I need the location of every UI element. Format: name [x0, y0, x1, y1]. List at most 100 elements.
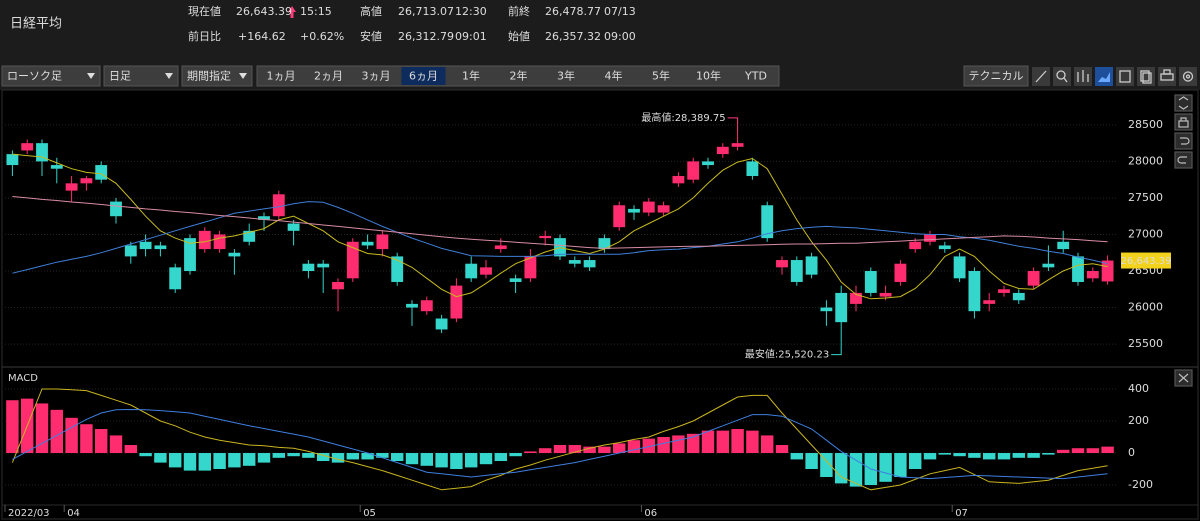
- candle-body: [124, 245, 137, 257]
- macd-bar: [1042, 453, 1055, 455]
- btn-undo[interactable]: [1174, 132, 1193, 150]
- period-button[interactable]: [306, 67, 351, 85]
- field-value: +164.62: [238, 30, 286, 43]
- icon-settings[interactable]: [1179, 67, 1197, 86]
- macd-bar: [701, 430, 715, 454]
- field-value: 26,478.77: [545, 5, 601, 18]
- candle-body: [391, 256, 404, 282]
- macd-bar: [198, 453, 212, 471]
- candle-body: [169, 267, 182, 290]
- macd-bar: [168, 453, 182, 468]
- period-button[interactable]: [496, 67, 541, 85]
- macd-bar: [331, 453, 345, 463]
- y-tick-label: 0: [1128, 446, 1135, 459]
- macd-bar: [938, 453, 952, 455]
- period-label: 3ヵ月: [362, 70, 391, 83]
- macd-bar: [672, 435, 685, 454]
- btn-redo[interactable]: [1174, 151, 1193, 169]
- period-button[interactable]: [734, 67, 778, 85]
- period-button-active[interactable]: [401, 67, 446, 85]
- candle-body: [568, 260, 581, 264]
- candle-body: [1012, 292, 1025, 301]
- x-tick-label: 04: [67, 508, 80, 519]
- line: [12, 153, 1108, 300]
- macd-bar: [65, 417, 78, 454]
- line: [12, 408, 1108, 480]
- candle-body: [850, 292, 862, 304]
- macd-bar: [879, 453, 892, 482]
- icon-zoom[interactable]: [1053, 67, 1071, 86]
- icon-area[interactable]: [1095, 67, 1113, 86]
- field-label: 前日比: [188, 29, 221, 43]
- macd-bar: [612, 443, 626, 454]
- period-label: 1年: [462, 69, 480, 83]
- macd-bar: [583, 446, 596, 454]
- macd-bar: [834, 453, 848, 484]
- select-box[interactable]: [103, 65, 179, 87]
- field-extra: 09:00: [604, 30, 636, 43]
- macd-bar: [361, 453, 374, 460]
- candle-body: [687, 161, 700, 180]
- candle-body: [1042, 263, 1055, 268]
- macd-bar: [820, 453, 833, 478]
- macd-bar: [524, 451, 537, 454]
- technical-button[interactable]: [963, 65, 1029, 87]
- select-box[interactable]: [1, 65, 101, 87]
- candle-body: [968, 271, 981, 312]
- field-label: 現在値: [188, 5, 221, 18]
- macd-bar: [494, 453, 508, 462]
- macd-bar: [80, 424, 93, 454]
- period-button[interactable]: [591, 67, 636, 85]
- macd-bar: [908, 453, 922, 470]
- macd-bar: [760, 435, 774, 454]
- period-label: 3年: [557, 69, 575, 83]
- macd-bar: [405, 453, 419, 465]
- period-button[interactable]: [544, 67, 588, 85]
- field-extra: 15:15: [300, 5, 332, 18]
- candle-body: [435, 318, 448, 330]
- candle-body: [805, 256, 818, 275]
- macd-bar: [183, 453, 197, 471]
- candle-body: [406, 303, 418, 308]
- candle-body: [302, 263, 315, 272]
- candle-body: [642, 201, 655, 213]
- candle-body: [213, 234, 226, 250]
- icon-save[interactable]: [1116, 67, 1134, 86]
- x-tick-label: 05: [363, 508, 376, 519]
- macd-bar: [849, 453, 863, 487]
- candle-body: [539, 235, 552, 239]
- period-button[interactable]: [354, 67, 398, 85]
- plot: 25500260002650027000275002800028500最高値:2…: [4, 111, 1171, 519]
- candle-body: [1072, 256, 1084, 282]
- icon-print[interactable]: [1158, 67, 1176, 86]
- period-label: 2年: [510, 69, 528, 83]
- field-extra: +0.62%: [300, 30, 344, 43]
- macd-bar: [731, 429, 744, 454]
- macd-bar: [568, 445, 582, 454]
- btn-expand[interactable]: [1174, 94, 1193, 112]
- macd-bar: [420, 453, 434, 466]
- select-box[interactable]: [181, 65, 253, 87]
- candle-body: [272, 194, 285, 217]
- period-button[interactable]: [639, 67, 683, 85]
- period-label: 2ヵ月: [314, 70, 343, 83]
- period-button[interactable]: [449, 67, 493, 85]
- macd-bar: [302, 453, 315, 458]
- y-tick-label: 26000: [1128, 301, 1163, 314]
- field-extra: 12:30: [455, 5, 487, 18]
- macd-bar: [598, 446, 611, 454]
- select-label: 日足: [109, 70, 131, 83]
- y-tick-label: 27000: [1128, 227, 1163, 240]
- side-buttons: [1174, 94, 1193, 387]
- candle-body: [864, 271, 877, 293]
- period-button[interactable]: [686, 67, 731, 85]
- candle-body: [702, 161, 714, 166]
- period-label: YTD: [744, 70, 767, 83]
- period-button[interactable]: [259, 67, 303, 85]
- macd-bar: [923, 453, 937, 460]
- candle-body: [731, 143, 744, 147]
- candle-body: [361, 241, 374, 246]
- macd-bar: [1056, 449, 1070, 454]
